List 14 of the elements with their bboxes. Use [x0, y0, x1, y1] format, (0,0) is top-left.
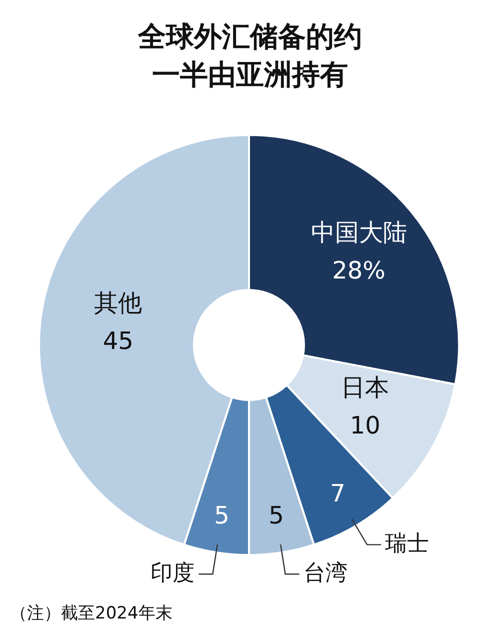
data-label: 7	[330, 480, 346, 508]
slice-label: 台湾	[303, 561, 348, 586]
slice-label: 其他	[94, 288, 142, 317]
slice-label: 印度	[150, 561, 195, 586]
slice-label: 日本	[341, 373, 390, 402]
data-label: 45	[102, 326, 134, 355]
text: （注）截至2024年末	[10, 604, 172, 624]
slice-label: 中国大陆	[310, 218, 407, 247]
chart-title: 全球外汇储备的约一半由亚洲持有	[137, 20, 362, 91]
data-label: 5	[214, 502, 230, 530]
slice-label: 瑞士	[385, 532, 430, 557]
data-label: 28%	[332, 256, 386, 285]
data-label: 10	[350, 411, 380, 440]
data-label: 5	[268, 502, 284, 530]
